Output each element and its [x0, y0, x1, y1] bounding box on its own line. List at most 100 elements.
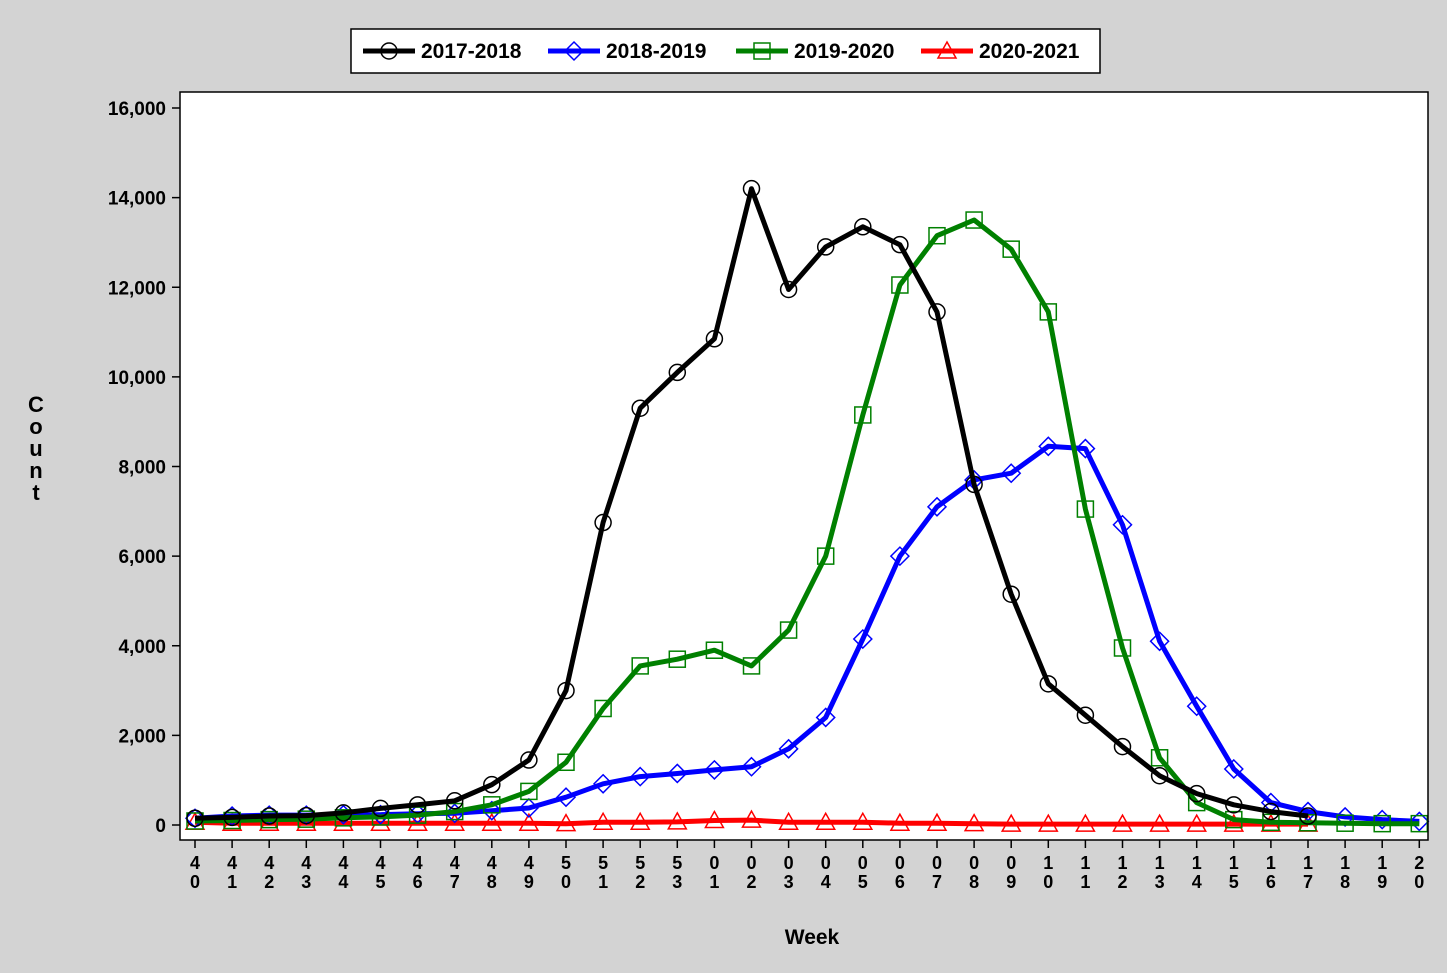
- data-point: [334, 809, 353, 827]
- data-point: [965, 211, 983, 229]
- data-point: [815, 707, 836, 728]
- data-point: [520, 751, 538, 769]
- data-point: [891, 276, 909, 294]
- data-point: [223, 808, 241, 827]
- data-point: [444, 812, 465, 831]
- data-point: [1186, 813, 1207, 832]
- data-point: [889, 812, 911, 831]
- data-point: [816, 547, 835, 565]
- data-point: [854, 406, 872, 424]
- legend-item: 2019-2020: [736, 40, 894, 63]
- data-point: [445, 792, 464, 810]
- data-point: [1000, 813, 1022, 832]
- data-point: [815, 811, 836, 831]
- data-point: [260, 807, 278, 825]
- legend-item: 2018-2019: [548, 40, 706, 63]
- data-point: [186, 809, 204, 828]
- data-point: [1038, 813, 1059, 832]
- data-point: [854, 218, 872, 236]
- legend-label: 2017-2018: [421, 40, 522, 63]
- data-point: [667, 763, 688, 784]
- data-point: [1225, 796, 1243, 814]
- data-point: [742, 179, 761, 198]
- data-point: [1039, 303, 1058, 321]
- y-tick-label: 8,000: [118, 458, 166, 479]
- data-point: [1373, 814, 1391, 833]
- data-point: [1223, 758, 1244, 780]
- data-point: [1336, 814, 1354, 832]
- data-point: [594, 699, 612, 718]
- data-point: [630, 766, 651, 787]
- data-point: [852, 628, 873, 650]
- data-point: [520, 782, 538, 801]
- data-point: [705, 330, 724, 348]
- data-point: [1223, 813, 1245, 832]
- data-point: [631, 657, 649, 675]
- data-point: [631, 399, 649, 417]
- series-2017-2018: [186, 179, 1317, 828]
- data-point: [778, 811, 799, 831]
- data-point: [557, 681, 575, 700]
- data-point: [1262, 813, 1280, 832]
- data-point: [816, 238, 835, 256]
- data-point: [926, 812, 948, 831]
- data-point: [741, 756, 762, 777]
- legend-marker: [936, 40, 958, 59]
- data-point: [779, 621, 798, 639]
- legend-label: 2018-2019: [606, 40, 706, 63]
- data-point: [1150, 766, 1169, 785]
- data-point: [1299, 807, 1317, 825]
- data-point: [483, 796, 501, 814]
- data-point: [333, 812, 354, 831]
- data-point: [297, 806, 316, 825]
- x-axis-label: Week: [785, 926, 840, 949]
- data-point: [1149, 631, 1170, 652]
- y-tick-label: 0: [155, 816, 166, 837]
- data-point: [1113, 639, 1132, 657]
- data-point: [407, 812, 428, 831]
- series-line: [194, 186, 1309, 821]
- y-tick-label: 14,000: [108, 189, 166, 210]
- data-point: [334, 804, 353, 822]
- series-group: [184, 179, 1430, 833]
- data-point: [1187, 784, 1206, 803]
- data-point: [779, 280, 798, 299]
- data-point: [928, 303, 946, 321]
- y-tick-label: 2,000: [118, 726, 166, 747]
- data-point: [1075, 813, 1096, 832]
- data-point: [518, 797, 539, 819]
- legend-label: 2019-2020: [794, 40, 894, 63]
- data-point: [668, 363, 687, 382]
- data-point: [668, 650, 687, 668]
- data-point: [1262, 802, 1280, 821]
- data-point: [1186, 696, 1207, 717]
- data-point: [667, 811, 688, 830]
- data-point: [629, 811, 651, 831]
- data-point: [370, 812, 391, 831]
- data-point: [1150, 749, 1169, 767]
- data-point: [1112, 514, 1133, 535]
